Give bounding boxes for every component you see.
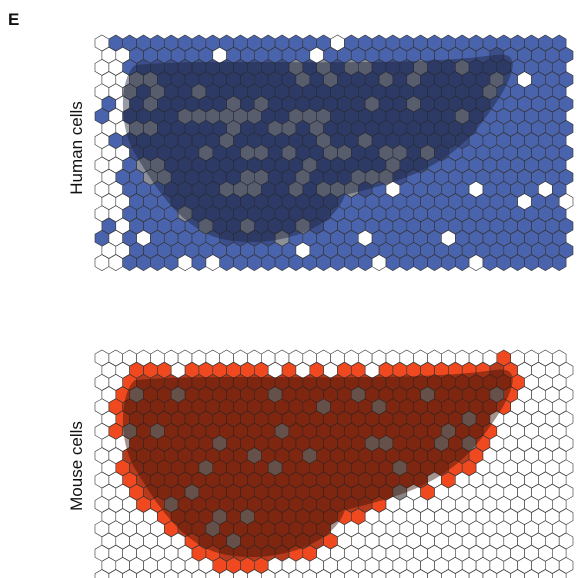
hex-spot: [219, 569, 234, 578]
hex-spot: [274, 569, 290, 578]
hex-spot: [482, 569, 498, 578]
hex-spot: [288, 569, 304, 578]
spot-grid: [94, 34, 574, 271]
hex-spot: [302, 569, 317, 578]
hex-spot: [261, 569, 276, 578]
hex-spot: [510, 569, 525, 578]
spot-grid: [94, 349, 574, 578]
hex-spot: [371, 569, 387, 578]
hex-spot: [399, 569, 415, 578]
tissue-image: [122, 369, 513, 558]
hex-spot: [551, 254, 567, 271]
hex-spot: [316, 569, 331, 578]
hex-spot: [122, 569, 137, 578]
hex-spot: [385, 569, 401, 578]
hex-spot: [136, 569, 151, 578]
hex-spot: [524, 569, 539, 578]
hex-spot: [205, 569, 220, 578]
hex-spot: [150, 569, 165, 578]
hex-spot: [94, 569, 110, 578]
hex-spot: [164, 569, 179, 578]
hex-spot: [496, 569, 512, 578]
tissue-image: [122, 54, 513, 243]
hex-spot: [108, 569, 124, 578]
panel-label: E: [8, 10, 19, 29]
hex-spot: [427, 569, 442, 578]
hex-spot: [344, 569, 359, 578]
hex-spot: [538, 569, 553, 578]
hex-spot: [177, 569, 193, 578]
panel-title: Mouse cells: [67, 421, 86, 511]
hex-spot: [551, 569, 567, 578]
hex-spot: [357, 569, 373, 578]
panel-title: Human cells: [67, 101, 86, 195]
hex-spot: [330, 569, 345, 578]
hex-spot: [191, 569, 207, 578]
hex-spot: [233, 569, 248, 578]
hex-spot: [247, 569, 262, 578]
hex-spot: [454, 569, 470, 578]
hex-spot: [413, 569, 428, 578]
hex-spot: [468, 569, 484, 578]
hex-spot: [441, 569, 456, 578]
